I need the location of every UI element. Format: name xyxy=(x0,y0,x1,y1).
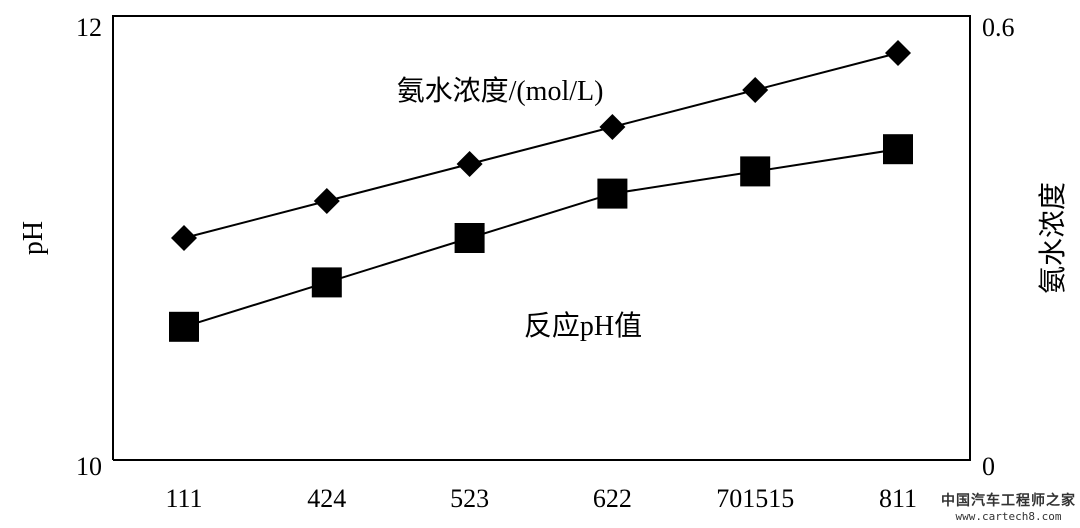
data-point-diamond xyxy=(456,151,483,177)
data-point-square xyxy=(454,223,485,253)
watermark: 中国汽车工程师之家 www.cartech8.com xyxy=(941,493,1076,524)
x-axis-ticks: 111 424 523 622 701515 811 xyxy=(165,484,917,513)
y-right-tick-max: 0.6 xyxy=(982,13,1015,42)
axes xyxy=(112,15,971,461)
data-point-square xyxy=(740,156,771,187)
data-point-square xyxy=(597,178,628,209)
y-right-tick-min: 0 xyxy=(982,452,995,481)
y-left-tick-min: 10 xyxy=(76,452,102,481)
x-tick-label: 111 xyxy=(165,484,202,513)
series-label-ammonia: 氨水浓度/(mol/L) xyxy=(397,75,604,107)
data-point-diamond xyxy=(171,225,197,251)
data-point-square xyxy=(311,267,342,298)
series-labels: 氨水浓度/(mol/L) 反应pH值 xyxy=(397,75,643,342)
series-layer xyxy=(169,40,913,342)
watermark-text: 中国汽车工程师之家 xyxy=(941,492,1076,509)
y-left-tick-max: 12 xyxy=(76,13,102,42)
plot-frame xyxy=(112,15,971,461)
data-point-diamond xyxy=(313,188,340,214)
data-point-square xyxy=(883,134,913,165)
x-tick-label: 701515 xyxy=(716,484,794,513)
data-point-diamond xyxy=(742,77,769,103)
data-point-diamond xyxy=(885,40,911,66)
x-tick-label: 811 xyxy=(879,484,917,513)
series-line-ammonia xyxy=(183,52,899,239)
y-right-axis-title: 氨水浓度 xyxy=(1037,182,1069,294)
series-label-ph: 反应pH值 xyxy=(524,310,642,342)
x-tick-label: 622 xyxy=(593,484,632,513)
series-line-ph xyxy=(183,148,899,328)
data-point-diamond xyxy=(599,114,626,140)
x-tick-label: 424 xyxy=(307,484,346,513)
y-left-axis-title: pH xyxy=(18,221,49,255)
data-point-square xyxy=(169,311,199,342)
x-tick-label: 523 xyxy=(450,484,489,513)
watermark-url: www.cartech8.com xyxy=(955,510,1062,524)
